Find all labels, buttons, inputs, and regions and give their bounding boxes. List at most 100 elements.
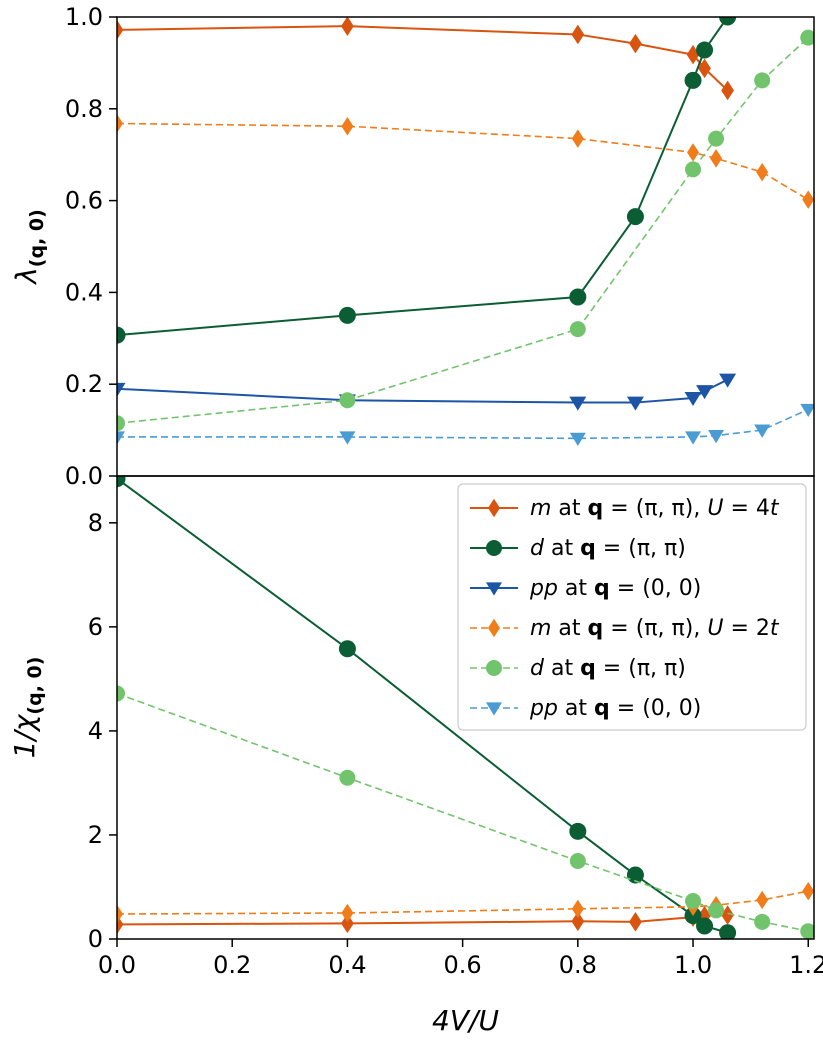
data-point-pp_U4 (117, 382, 126, 397)
data-point-m_U2 (802, 881, 814, 901)
data-point-pp_U2 (754, 424, 771, 438)
data-point-pp_U2 (569, 432, 586, 446)
data-point-m_U2 (341, 117, 354, 136)
legend-marker (486, 540, 502, 556)
legend-label: m at q = (π, π), U = 2t (530, 616, 780, 641)
data-point-pp_U4 (696, 385, 714, 400)
data-point-pp_U4 (684, 392, 702, 407)
legend-marker (486, 660, 502, 676)
data-point-d_U4 (117, 326, 126, 344)
series-pp_U4 (117, 373, 737, 411)
data-point-m_U2 (571, 129, 584, 148)
data-point-d_U2 (117, 415, 125, 432)
plot-area (117, 17, 814, 446)
data-point-pp_U4 (626, 396, 644, 411)
axes-frame (116, 16, 815, 477)
data-point-m_U4 (117, 20, 124, 40)
y-axis-label: 1/χ(q, 0) (8, 657, 46, 759)
x-tick-label: 1.2 (789, 951, 823, 979)
data-point-pp_U2 (800, 403, 814, 418)
data-point-m_U2 (571, 899, 584, 919)
data-point-d_U2 (685, 893, 702, 910)
legend-item-pp_U2: pp at q = (0, 0) (470, 696, 701, 721)
y-tick-label: 0.8 (65, 95, 103, 123)
data-point-d_U2 (117, 685, 125, 702)
y-axis-label: λ(q, 0) (10, 209, 48, 286)
data-point-d_U4 (626, 208, 644, 226)
y-tick-label: 0.6 (65, 187, 103, 215)
x-axis-label: 4V/U (432, 1004, 499, 1037)
legend-label: m at q = (π, π), U = 4t (530, 496, 780, 521)
x-tick-label: 1.0 (674, 951, 712, 979)
series-d_U4 (117, 17, 737, 344)
legend: m at q = (π, π), U = 4t d at q = (π, π) pp… (457, 483, 807, 731)
legend-box (457, 483, 807, 731)
series-line-pp_U2 (117, 408, 809, 440)
data-point-d_U2 (339, 392, 356, 409)
data-point-m_U4 (629, 33, 642, 54)
bottom-panel: 0 2 4 6 8 0.0 0.2 0.4 0.6 0.8 1.0 1.2 1/χ(q, 0) 4V/U (8, 475, 823, 1037)
data-point-d_U2 (754, 913, 771, 930)
data-point-pp_U2 (685, 431, 702, 445)
data-point-d_U2 (800, 29, 814, 46)
legend-label: pp at q = (0, 0) (529, 696, 701, 721)
y-tick-label: 0.4 (65, 278, 103, 306)
data-point-d_U4 (569, 288, 587, 306)
legend-item-d_U4: d at q = (π, π) (470, 536, 686, 561)
data-point-d_U2 (569, 852, 586, 869)
series-d_U2 (117, 29, 814, 432)
legend-marker (486, 582, 502, 596)
data-point-pp_U2 (339, 431, 356, 445)
data-point-d_U4 (719, 17, 737, 26)
legend-label: d at q = (π, π) (530, 536, 686, 561)
legend-item-d_U2: d at q = (π, π) (470, 656, 686, 681)
data-point-d_U2 (754, 72, 771, 89)
y-tick-label: 8 (88, 509, 103, 537)
series-m_U2 (117, 114, 814, 209)
data-point-m_U4 (698, 58, 711, 79)
y-tick-label: 6 (88, 613, 103, 641)
data-point-m_U2 (341, 903, 354, 923)
series-d_U2 (117, 685, 814, 939)
data-point-d_U2 (339, 769, 356, 786)
data-point-d_U4 (338, 306, 356, 324)
data-point-d_U2 (800, 923, 814, 939)
plot-area (117, 476, 814, 939)
series-line-m_U2 (117, 122, 809, 201)
series-line-d_U2 (117, 37, 809, 425)
data-point-d_U4 (719, 924, 737, 939)
axes-frame (116, 475, 815, 940)
x-tick-label: 0.4 (328, 951, 366, 979)
data-point-m_U2 (802, 190, 814, 209)
data-point-m_U4 (571, 911, 585, 932)
data-point-m_U4 (341, 17, 354, 36)
data-point-d_U4 (696, 917, 714, 935)
data-point-d_U2 (708, 130, 725, 147)
series-pp_U2 (117, 403, 814, 446)
series-d_U4 (117, 476, 737, 939)
y-tick-label: 4 (88, 717, 103, 745)
legend-marker (486, 702, 502, 716)
legend-item-m_U4: m at q = (π, π), U = 4t (470, 496, 780, 521)
data-point-m_U4 (721, 80, 734, 101)
legend-item-pp_U4: pp at q = (0, 0) (470, 576, 701, 601)
data-point-m_U4 (629, 912, 642, 932)
data-point-pp_U4 (569, 396, 587, 411)
series-m_U4 (117, 905, 734, 935)
top-panel: 0.0 0.2 0.4 0.6 0.8 1.0 λ(q, 0) (10, 3, 815, 490)
data-point-d_U4 (626, 866, 644, 884)
data-point-d_U2 (569, 321, 586, 338)
legend-item-m_U2: m at q = (π, π), U = 2t (470, 616, 780, 641)
data-point-d_U4 (696, 41, 714, 59)
series-line-d_U4 (117, 17, 729, 337)
x-tick-label: 0.0 (98, 951, 136, 979)
y-tick-label: 2 (88, 821, 103, 849)
x-tick-label: 0.6 (444, 951, 482, 979)
legend-marker (488, 498, 500, 518)
data-point-m_U2 (756, 162, 769, 182)
data-point-m_U2 (710, 149, 723, 168)
x-tick-label: 0.8 (559, 951, 597, 979)
legend-marker (488, 618, 500, 638)
legend-label: d at q = (π, π) (530, 656, 686, 681)
